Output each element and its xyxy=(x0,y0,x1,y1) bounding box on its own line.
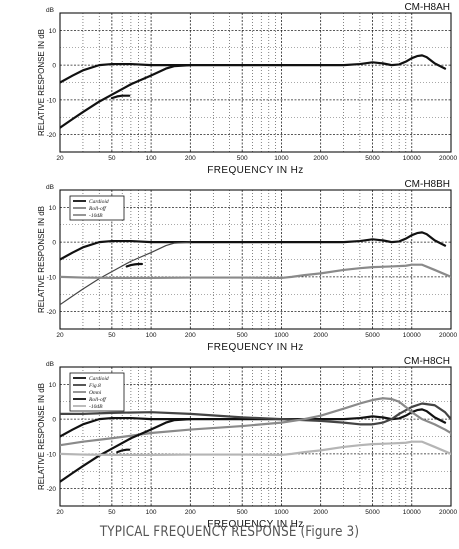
x-tick-label: 5000 xyxy=(365,509,380,516)
x-tick-label: 20 xyxy=(56,332,64,339)
legend-label: Fig.8 xyxy=(88,383,101,389)
x-tick-label: 50 xyxy=(108,332,116,339)
x-tick-label: 500 xyxy=(237,155,248,162)
y-tick-label: 0 xyxy=(52,63,56,70)
chart-title: CM-H8CH xyxy=(404,356,450,367)
legend-label: Cardioid xyxy=(89,199,109,205)
chart-title: CM-H8BH xyxy=(404,179,450,190)
x-axis-label: FREQUENCY IN Hz xyxy=(207,165,303,176)
legend-label: -10dB xyxy=(89,213,103,219)
x-tick-label: 200 xyxy=(185,509,196,516)
series-line-unnamed-2 xyxy=(125,262,143,268)
y-unit-label: dB xyxy=(46,361,54,368)
x-tick-label: 50 xyxy=(108,509,116,516)
y-tick-label: -10 xyxy=(47,451,57,458)
x-tick-label: 10000 xyxy=(403,155,421,162)
series-line-unnamed-1 xyxy=(60,64,192,129)
y-tick-label: 10 xyxy=(49,382,57,389)
chart-cm-h8ah: -20 -10 0 10 dB 20 50 100 200 500 1000 2000 5000 1000… xyxy=(37,2,457,176)
chart-cm-h8bh: -20 -10 0 10 dB 20 50 100 200 500 1000 2000 5000 1000… xyxy=(37,179,457,353)
x-tick-label: 500 xyxy=(237,509,248,516)
x-tick-label: 1000 xyxy=(274,155,289,162)
series-line-roll-off xyxy=(60,241,191,306)
x-tick-label: 20000 xyxy=(439,509,457,516)
y-tick-label: -10 xyxy=(47,97,57,104)
y-unit-label: dB xyxy=(46,184,54,191)
chart-title: CM-H8AH xyxy=(404,2,450,13)
x-tick-label: 1000 xyxy=(274,509,289,516)
y-tick-label: 10 xyxy=(49,205,57,212)
y-tick-label: 0 xyxy=(52,417,56,424)
x-tick-label: 20000 xyxy=(439,155,457,162)
series-line-fig-8 xyxy=(60,402,451,426)
x-tick-label: 2000 xyxy=(313,509,328,516)
x-tick-label: 1000 xyxy=(274,332,289,339)
series-group xyxy=(60,397,451,483)
series-group xyxy=(60,54,447,129)
y-axis-label: RELATIVE RESPONSE IN dB xyxy=(37,206,46,313)
y-tick-label: 10 xyxy=(49,28,57,35)
x-tick-label: 500 xyxy=(237,332,248,339)
figure-caption: TYPICAL FREQUENCY RESPONSE (Figure 3) xyxy=(99,524,360,540)
series-line-unnamed-2 xyxy=(110,94,131,100)
chart-cm-h8ch: -20 -10 0 10 dB 20 50 100 200 500 1000 2000 5000 1000… xyxy=(37,356,457,530)
series-line-omni xyxy=(60,397,451,447)
series-line-10db xyxy=(60,440,451,457)
x-tick-label: 5000 xyxy=(365,155,380,162)
x-tick-label: 2000 xyxy=(313,332,328,339)
legend-label: Roll-off xyxy=(88,205,107,212)
x-tick-label: 200 xyxy=(185,155,196,162)
x-tick-label: 10000 xyxy=(403,332,421,339)
legend-label: Roll-off xyxy=(88,396,107,403)
x-tick-label: 10000 xyxy=(403,509,421,516)
y-tick-label: -20 xyxy=(47,309,57,316)
x-tick-label: 100 xyxy=(146,155,157,162)
x-tick-label: 5000 xyxy=(365,332,380,339)
x-tick-label: 50 xyxy=(108,155,116,162)
x-tick-label: 2000 xyxy=(313,155,328,162)
x-axis-label: FREQUENCY IN Hz xyxy=(207,342,303,353)
x-tick-label: 20 xyxy=(56,509,64,516)
series-line-unnamed-0 xyxy=(60,54,447,84)
y-axis-label: RELATIVE RESPONSE IN dB xyxy=(37,29,46,136)
y-tick-label: -20 xyxy=(47,486,57,493)
y-axis-label: RELATIVE RESPONSE IN dB xyxy=(37,383,46,490)
x-tick-label: 20000 xyxy=(439,332,457,339)
x-tick-label: 200 xyxy=(185,332,196,339)
series-line-cardioid xyxy=(60,231,447,261)
legend-label: Cardioid xyxy=(89,376,109,382)
series-line-cardioid xyxy=(60,408,447,438)
x-axis-label: FREQUENCY IN Hz xyxy=(207,519,303,530)
series-line-10db xyxy=(60,263,451,280)
x-tick-label: 100 xyxy=(146,509,157,516)
series-line-roll-off xyxy=(60,418,192,483)
series-group xyxy=(60,231,451,306)
y-unit-label: dB xyxy=(46,7,54,14)
y-tick-label: 0 xyxy=(52,240,56,247)
legend-label: -10dB xyxy=(89,404,103,410)
y-tick-label: -10 xyxy=(47,274,57,281)
series-line-unnamed-4 xyxy=(116,448,131,454)
legend-label: Omni xyxy=(89,390,102,396)
x-tick-label: 100 xyxy=(146,332,157,339)
x-tick-label: 20 xyxy=(56,155,64,162)
y-tick-label: -20 xyxy=(47,132,57,139)
